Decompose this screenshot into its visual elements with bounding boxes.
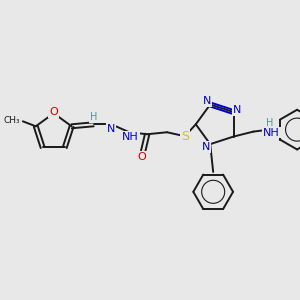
Text: NH: NH [122,132,139,142]
Text: O: O [138,152,146,162]
Text: N: N [107,124,116,134]
Text: H: H [266,118,273,128]
Text: CH₃: CH₃ [3,116,20,125]
Text: H: H [90,112,97,122]
Text: N: N [202,142,210,152]
Text: O: O [49,107,58,117]
Text: NH: NH [263,128,280,138]
Text: N: N [203,97,212,106]
Text: S: S [181,130,189,143]
Text: N: N [233,105,242,115]
